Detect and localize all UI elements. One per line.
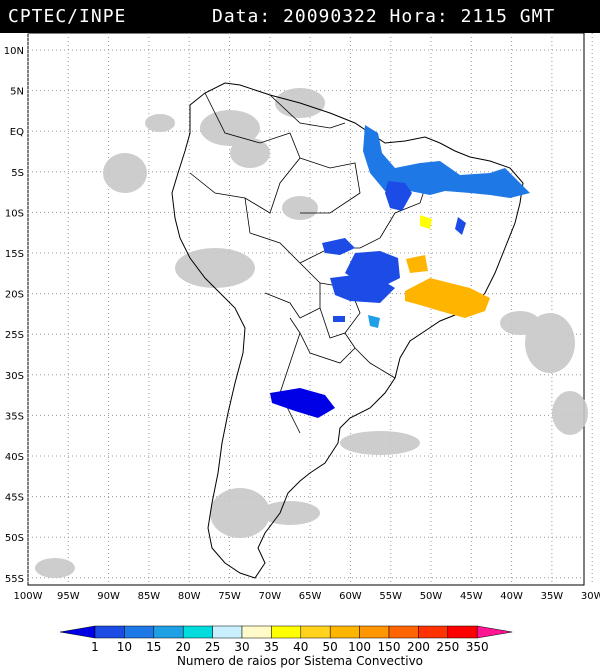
lat-label: EQ: [10, 127, 24, 138]
colorbar-box: [329, 625, 360, 639]
colorbar-box: [94, 625, 125, 639]
colorbar-tick: 10: [117, 640, 132, 654]
colorbar-tick: 35: [264, 640, 279, 654]
lat-label: 5N: [10, 87, 24, 98]
colorbar-title: Numero de raios por Sistema Convectivo: [176, 654, 424, 668]
lat-label: 25S: [5, 330, 24, 341]
lon-label: 40W: [500, 591, 523, 602]
lat-label: 50S: [5, 533, 24, 544]
longitude-labels: 100W 95W 90W 85W 80W 75W 70W 65W 60W 55W 50W 45W 40W…: [14, 591, 600, 602]
colorbar-tick: 250: [436, 640, 459, 654]
colorbar-tick-labels: 1 10 15 20 25 30 35 40 50 100 150 200 250 350: [91, 640, 488, 654]
lon-label: 90W: [97, 591, 120, 602]
lon-label: 80W: [178, 591, 201, 602]
lat-label: 5S: [11, 168, 24, 179]
lat-label: 10S: [5, 208, 24, 219]
lon-label: 50W: [420, 591, 443, 602]
colorbar-tick: 40: [293, 640, 308, 654]
colorbar-box: [241, 625, 272, 639]
colorbar-tick: 25: [205, 640, 220, 654]
colorbar-box: [359, 625, 390, 639]
colorbar-tick: 1: [91, 640, 99, 654]
colorbar-box: [388, 625, 419, 639]
south-america-outline: [171, 82, 524, 579]
lat-label: 10N: [4, 46, 24, 57]
lon-label: 100W: [14, 591, 43, 602]
colorbar-boxes: [59, 625, 513, 639]
lon-label: 30W: [581, 591, 600, 602]
plot-frame: [27, 33, 585, 586]
lon-label: 75W: [218, 591, 241, 602]
colorbar-arrow-right: [476, 625, 513, 639]
lat-label: 35S: [5, 411, 24, 422]
lat-label: 55S: [5, 574, 24, 585]
datetime-label: Data: 20090322 Hora: 2115 GMT: [212, 6, 556, 27]
lon-label: 45W: [460, 591, 483, 602]
colorbar-box: [182, 625, 213, 639]
colorbar-tick: 15: [146, 640, 161, 654]
cloud-cover: [35, 88, 588, 578]
colorbar-tick: 20: [176, 640, 191, 654]
lat-label: 30S: [5, 371, 24, 382]
colorbar-tick: 150: [378, 640, 401, 654]
latitude-labels: 10N 5N EQ 5S 10S 15S 20S 25S 30S 35S 40S 45S 50S 55S: [4, 46, 24, 585]
colorbar-box: [212, 625, 243, 639]
lon-label: 70W: [258, 591, 281, 602]
lon-label: 95W: [57, 591, 80, 602]
convective-systems: [270, 125, 530, 418]
colorbar-tick: 350: [466, 640, 489, 654]
colorbar-arrow-left: [59, 625, 96, 639]
lon-label: 35W: [541, 591, 564, 602]
lat-label: 20S: [5, 290, 24, 301]
colorbar-box: [124, 625, 155, 639]
colorbar-box: [447, 625, 478, 639]
lat-label: 40S: [5, 452, 24, 463]
colorbar-box: [153, 625, 184, 639]
colorbar-tick: 50: [323, 640, 338, 654]
colorbar-tick: 200: [407, 640, 430, 654]
colorbar-box: [300, 625, 331, 639]
colorbar: 1 10 15 20 25 30 35 40 50 100 150 200 250 350: [59, 625, 513, 654]
lat-label: 45S: [5, 493, 24, 504]
colorbar-tick: 30: [234, 640, 249, 654]
colorbar-box: [418, 625, 449, 639]
lon-label: 65W: [299, 591, 322, 602]
lightning-map: 10N5NEQ5S10S15S20S25S30S35S40S45S50S55S …: [4, 33, 600, 602]
lon-label: 60W: [339, 591, 362, 602]
lon-label: 55W: [379, 591, 402, 602]
lon-label: 85W: [138, 591, 161, 602]
colorbar-box: [271, 625, 302, 639]
source-label: CPTEC/INPE: [8, 6, 127, 27]
lat-label: 15S: [5, 249, 24, 260]
colorbar-tick: 100: [348, 640, 371, 654]
map-header: CPTEC/INPE Data: 20090322 Hora: 2115 GMT: [0, 0, 600, 33]
